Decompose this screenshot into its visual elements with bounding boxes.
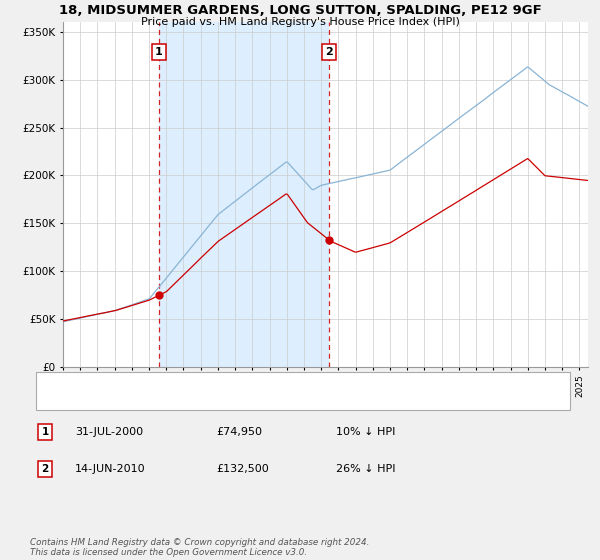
Text: Contains HM Land Registry data © Crown copyright and database right 2024.
This d: Contains HM Land Registry data © Crown c… xyxy=(30,538,370,557)
Text: 1: 1 xyxy=(41,427,49,437)
Text: 1: 1 xyxy=(155,46,163,57)
Bar xyxy=(159,22,329,367)
Text: £74,950: £74,950 xyxy=(216,427,262,437)
Text: 10% ↓ HPI: 10% ↓ HPI xyxy=(336,427,395,437)
Text: £132,500: £132,500 xyxy=(216,464,269,474)
Text: 14-JUN-2010: 14-JUN-2010 xyxy=(75,464,146,474)
Text: 2: 2 xyxy=(41,464,49,474)
Text: HPI: Average price, detached house, South Holland: HPI: Average price, detached house, Sout… xyxy=(71,395,320,405)
Text: 2: 2 xyxy=(325,46,333,57)
Text: 31-JUL-2000: 31-JUL-2000 xyxy=(75,427,143,437)
Text: 18, MIDSUMMER GARDENS, LONG SUTTON, SPALDING, PE12 9GF (detached house): 18, MIDSUMMER GARDENS, LONG SUTTON, SPAL… xyxy=(71,377,477,388)
Text: 18, MIDSUMMER GARDENS, LONG SUTTON, SPALDING, PE12 9GF: 18, MIDSUMMER GARDENS, LONG SUTTON, SPAL… xyxy=(59,4,541,17)
Text: 26% ↓ HPI: 26% ↓ HPI xyxy=(336,464,395,474)
Text: Price paid vs. HM Land Registry's House Price Index (HPI): Price paid vs. HM Land Registry's House … xyxy=(140,17,460,27)
